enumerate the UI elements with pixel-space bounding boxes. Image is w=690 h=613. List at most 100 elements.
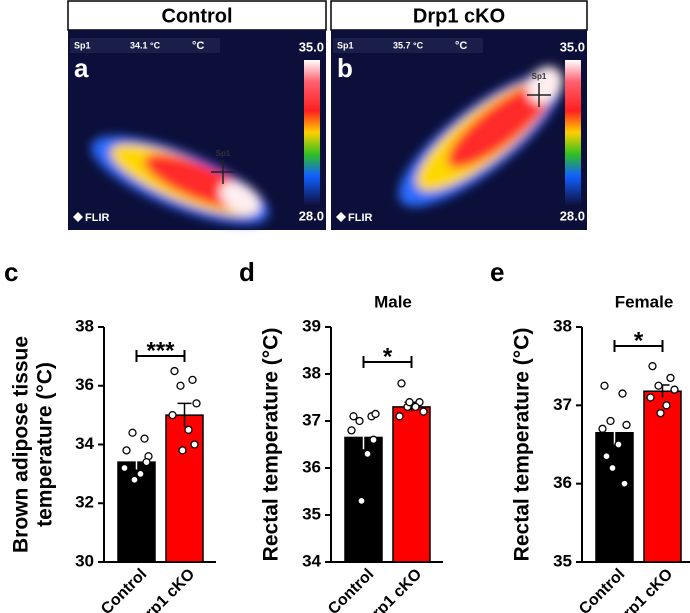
spot-temp: 34.1 °C [130,40,161,50]
scale-min: 28.0 [560,208,585,223]
bar [392,406,431,563]
significance-bracket [135,350,186,362]
y-tick-label: 37 [302,410,321,429]
data-point [654,381,663,390]
data-point [666,373,675,383]
spot-temp: 35.7 °C [393,40,424,50]
panel-letter: b [337,53,353,83]
data-point [656,409,665,418]
data-point [608,463,617,473]
x-tick-label: Control [98,566,150,613]
y-axis-label: Rectal temperature (°C) [260,328,283,562]
data-point [128,428,137,437]
data-point [371,409,380,419]
data-point [606,416,615,426]
y-tick-label: 36 [553,473,572,492]
x-tick-label: Control [325,566,377,613]
brand: FLIR [85,212,109,224]
data-point [602,452,611,461]
brand: FLIR [348,212,372,224]
animal-heat [398,66,563,207]
significance-bracket [613,340,664,352]
y-tick-label: 35 [302,504,321,523]
significance-bracket [362,356,413,368]
data-point [355,416,364,426]
data-point [357,496,366,506]
y-axis-label: Rectal temperature (°C) [511,328,534,562]
data-point [614,440,623,449]
bar [643,390,682,563]
data-point [405,398,414,407]
data-point [184,425,193,434]
data-point [130,475,139,484]
y-tick-label: 34 [302,551,321,570]
data-point [192,399,201,408]
data-point [648,362,657,371]
data-point [411,402,420,412]
data-point [670,385,679,394]
bar [595,432,634,563]
data-point [140,434,149,443]
unit: °C [192,40,204,52]
data-point [662,401,671,410]
data-point [349,412,358,421]
header-box [67,0,327,31]
heat-blob [527,66,563,104]
data-point [190,440,199,449]
panel-letter: e [490,257,504,287]
heat-blob [219,181,261,215]
chart-title: Female [615,292,674,311]
marker-label: Sp1 [216,149,231,158]
data-point [620,479,629,488]
data-point [646,393,655,402]
error-bar [177,402,192,427]
data-point [122,446,131,455]
panel-letter: a [74,53,89,83]
data-point [188,375,197,385]
marker-label: Sp1 [532,72,547,81]
data-point [120,463,129,473]
panel-letter: d [239,257,255,287]
error-bar [129,454,144,470]
data-point [347,426,356,435]
data-point [170,366,179,376]
flir-icon [336,212,346,222]
y-tick-label: 34 [75,434,94,453]
y-tick-label: 38 [302,363,321,382]
data-point [395,412,404,421]
data-point [136,469,145,479]
data-point [598,424,607,433]
y-axis-label: temperature (°C) [34,362,57,527]
spot-label: Sp1 [337,40,354,50]
header: Control [161,5,232,27]
y-tick-label: 36 [302,457,321,476]
data-point [618,389,627,398]
data-point [176,381,185,390]
data-point [363,449,372,459]
unit: °C [455,40,467,52]
data-point [369,435,378,444]
scale-max: 35.0 [299,39,324,54]
significance: * [383,343,393,370]
spot-label: Sp1 [74,40,91,50]
y-tick-label: 38 [553,316,572,335]
data-point [397,379,406,388]
significance: *** [146,337,175,364]
data-point [142,457,151,467]
error-bar [356,424,371,450]
y-tick-label: 35 [553,551,572,570]
y-tick-label: 32 [75,493,94,512]
y-axis-label: Brown adipose tissue [10,336,33,553]
data-point [600,381,609,390]
color-scale [304,60,320,205]
scale-max: 35.0 [560,39,585,54]
flir-icon [73,212,83,222]
y-tick-label: 37 [553,395,572,414]
info-strip [333,38,483,53]
y-tick-label: 30 [75,551,94,570]
color-scale [565,60,581,205]
header: Drp1 cKO [413,5,505,27]
chart-title: Male [374,292,412,311]
data-point [178,446,187,455]
y-tick-label: 38 [75,316,94,335]
